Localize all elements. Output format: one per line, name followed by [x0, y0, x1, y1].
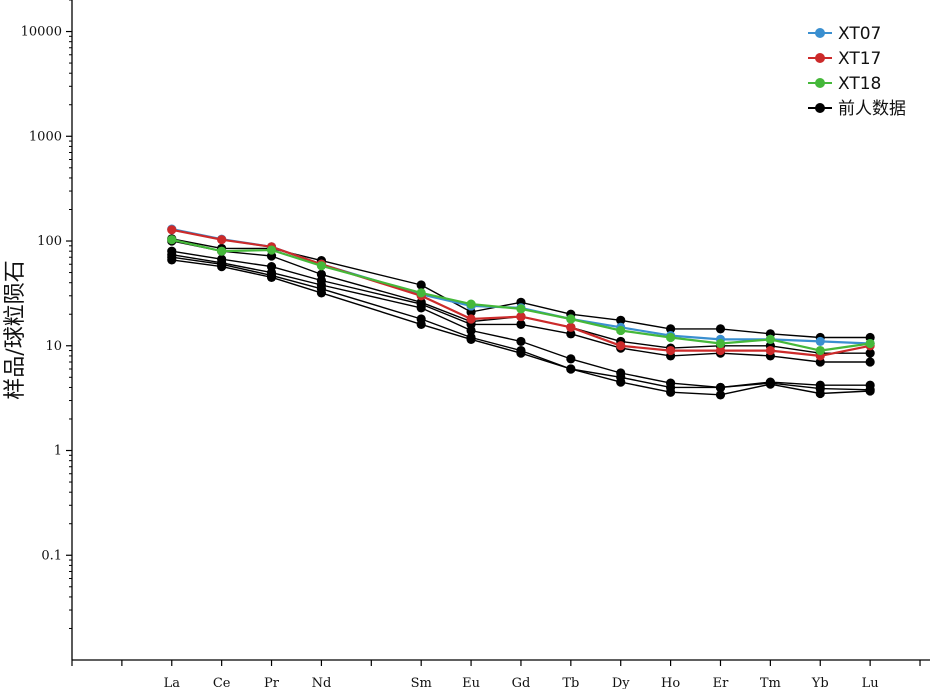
reference-4-point — [416, 303, 426, 313]
legend-label: XT17 — [838, 49, 881, 69]
legend-label: XT07 — [838, 24, 881, 44]
x-tick-label: Er — [713, 676, 729, 689]
series-xt07-point — [815, 336, 825, 347]
series-xt17-point — [167, 225, 177, 235]
reference-6-point — [865, 386, 875, 396]
x-tick-label: Eu — [462, 676, 480, 689]
x-tick-label: Yb — [811, 676, 829, 689]
reference-1-point — [715, 324, 726, 334]
legend-label: XT18 — [838, 74, 881, 94]
series-xt17-point — [466, 314, 476, 324]
y-axis-label: 样品/球粒陨石 — [3, 260, 28, 399]
series-xt17-point — [666, 345, 676, 356]
reference-3-line — [171, 250, 871, 363]
reference-5-line — [171, 256, 871, 391]
y-tick-label: 10000 — [21, 25, 62, 40]
x-tick-label: Tm — [760, 676, 781, 689]
x-tick-label: Ho — [661, 676, 680, 689]
reference-4-point — [566, 354, 576, 364]
legend-label: 前人数据 — [838, 99, 906, 119]
reference-6-point — [616, 377, 626, 387]
reference-4-point — [516, 336, 526, 347]
reference-5-point — [715, 382, 726, 393]
series-xt18-point — [316, 261, 327, 271]
reference-3-point — [566, 329, 576, 339]
series-xt18-point — [715, 338, 726, 349]
series-xt18-point — [416, 288, 426, 298]
reference-4-point — [466, 325, 476, 336]
x-tick-label: Tb — [562, 676, 579, 689]
reference-6-line — [171, 259, 871, 396]
x-tick-label: Ce — [213, 676, 231, 689]
reference-1-point — [616, 315, 626, 325]
legend: XT07 XT17 XT18 前人数据 — [808, 24, 906, 119]
legend-swatch-marker — [815, 103, 825, 113]
reference-6-point — [516, 348, 526, 358]
series-xt17-line — [171, 228, 871, 357]
series-xt18-line — [171, 238, 871, 352]
series-xt18-point — [466, 299, 476, 309]
series-xt17-point — [715, 345, 726, 356]
reference-6-point — [167, 255, 177, 265]
legend-swatch-marker — [815, 53, 825, 63]
x-tick-label: La — [164, 676, 181, 689]
series-xt17-point — [217, 235, 227, 245]
y-tick-label: 1 — [54, 444, 62, 459]
axes: 10000 1000 100 10 1 0.1 La Ce Pr Nd Sm Eu Gd Tb Dy Ho Er… — [21, 0, 930, 689]
reference-2-line — [171, 240, 871, 354]
reference-6-point — [815, 388, 825, 399]
reference-6-point — [266, 272, 277, 282]
series-xt18-point — [616, 325, 626, 336]
reference-1-point — [666, 324, 676, 334]
reference-4-line — [171, 254, 871, 389]
reference-6-point — [765, 379, 775, 389]
series-xt18-point — [167, 235, 177, 245]
legend-swatch-marker — [815, 78, 825, 88]
reference-6-point — [316, 288, 327, 298]
x-tick-label: Gd — [512, 676, 531, 689]
x-tick-label: Nd — [312, 676, 332, 689]
reference-3-point — [516, 319, 526, 329]
sample-series — [167, 224, 875, 361]
series-xt18-point — [217, 246, 227, 256]
series-xt18-point — [266, 245, 277, 255]
x-tick-label: Pr — [264, 676, 280, 689]
series-xt18-point — [566, 314, 576, 324]
reference-6-point — [416, 319, 426, 329]
reference-6-point — [666, 387, 676, 397]
y-tick-label: 0.1 — [41, 548, 62, 563]
reference-6-point — [217, 261, 227, 272]
y-tick-label: 10 — [45, 339, 62, 354]
series-xt17-point — [765, 345, 775, 356]
series-xt18-point — [516, 304, 526, 314]
series-xt18-point — [765, 334, 775, 345]
series-xt18-point — [865, 338, 875, 349]
series-xt18-point — [815, 345, 825, 356]
y-tick-label: 100 — [37, 234, 62, 249]
reference-6-point — [466, 334, 476, 345]
reference-1-point — [416, 280, 426, 290]
reference-3-point — [865, 357, 875, 367]
series-xt18-point — [666, 332, 676, 343]
x-tick-label: Lu — [862, 676, 879, 689]
x-tick-label: Dy — [612, 676, 630, 689]
reference-2-point — [865, 348, 875, 358]
series-xt17-point — [566, 322, 576, 332]
series-xt17-point — [516, 311, 526, 322]
y-tick-label: 1000 — [29, 129, 62, 144]
legend-swatch-marker — [815, 28, 825, 38]
x-tick-label: Sm — [411, 676, 432, 689]
reference-6-point — [715, 390, 726, 400]
reference-6-point — [566, 364, 576, 374]
series-xt17-point — [616, 341, 626, 351]
